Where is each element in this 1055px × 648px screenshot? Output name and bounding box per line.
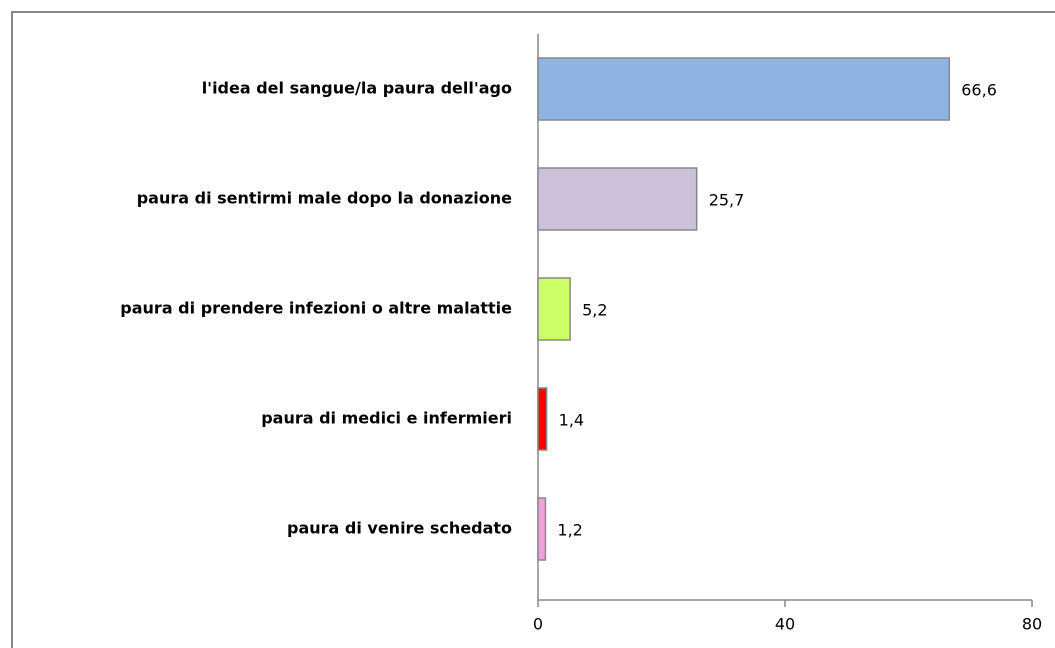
bar — [537, 497, 547, 561]
x-tick-label: 40 — [775, 615, 795, 634]
data-label: 25,7 — [709, 191, 745, 210]
data-label: 5,2 — [582, 301, 607, 320]
y-tick-label: paura di venire schedato — [287, 519, 512, 538]
data-label: 66,6 — [961, 81, 997, 100]
y-tick-label: l'idea del sangue/la paura dell'ago — [202, 79, 512, 98]
x-tick-label: 0 — [533, 615, 543, 634]
bar — [537, 57, 951, 121]
bar — [537, 277, 571, 341]
data-label: 1,4 — [559, 411, 584, 430]
bar — [537, 387, 548, 451]
bar — [537, 167, 698, 231]
y-tick-label: paura di prendere infezioni o altre mala… — [120, 299, 512, 318]
data-label: 1,2 — [557, 521, 582, 540]
y-tick-label: paura di sentirmi male dopo la donazione — [137, 189, 512, 208]
y-tick-label: paura di medici e infermieri — [261, 409, 512, 428]
chart-frame — [11, 11, 1055, 648]
x-tick-label: 80 — [1022, 615, 1042, 634]
